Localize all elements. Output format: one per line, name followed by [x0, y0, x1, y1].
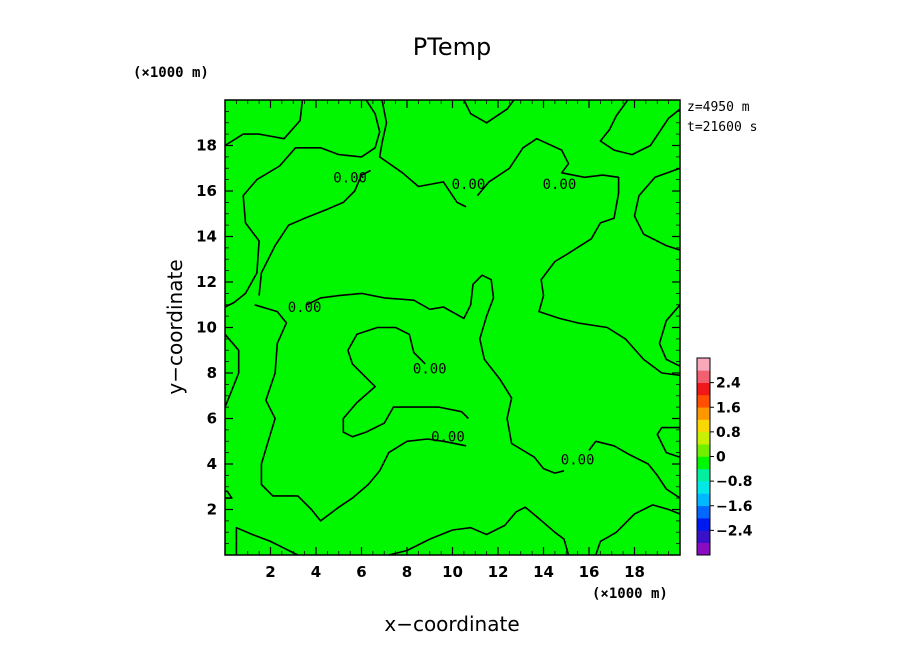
- x-axis-label: x−coordinate: [384, 612, 519, 636]
- contour-label-6: 0.00: [561, 452, 595, 468]
- y-unit-label: (×1000 m): [133, 65, 209, 81]
- contour-line-1: [224, 99, 381, 308]
- colorbar-segment: [697, 370, 710, 383]
- colorbar-segment: [697, 419, 710, 433]
- colorbar-tick-group: 2.4 1.6 0.8 0 −0.8 −1.6 −2.4: [710, 376, 753, 539]
- x-tick-label: 2: [265, 563, 275, 581]
- colorbar-segment: [697, 468, 710, 482]
- y-tick-label: 10: [196, 319, 217, 337]
- y-tick-label: 12: [196, 273, 217, 291]
- y-tick-label: 16: [196, 182, 217, 200]
- colorbar-tick-label: −0.8: [716, 474, 753, 490]
- contour-label-3: 0.00: [288, 300, 322, 316]
- colorbar-segment: [697, 444, 710, 457]
- contour-line-18: [342, 326, 469, 438]
- contour-line-11: [306, 274, 565, 474]
- contour-label-0: 0.00: [333, 170, 367, 186]
- y-tick-label: 8: [207, 364, 217, 382]
- contour-line-15: [235, 526, 299, 556]
- x-tick-label: 18: [624, 563, 645, 581]
- contour-label-2: 0.00: [543, 177, 577, 193]
- colorbar-segment: [697, 530, 710, 543]
- y-axis-ticks: 2 4 6 8 10 12 14 16 18: [196, 99, 680, 556]
- colorbar-segment: [697, 407, 710, 420]
- colorbar-segment: [697, 542, 710, 556]
- contour-line-9: [224, 333, 240, 408]
- x-tick-label: 10: [442, 563, 463, 581]
- contour-line-12: [588, 440, 681, 499]
- chart-title: PTemp: [413, 33, 491, 61]
- plot-area-fill: [225, 100, 680, 555]
- x-tick-label: 8: [402, 563, 412, 581]
- contour-line-5: [476, 137, 681, 377]
- contour-line-3: [378, 99, 467, 208]
- y-tick-label: 2: [207, 501, 217, 519]
- colorbar-segment: [697, 505, 710, 519]
- colorbar-tick-label: −1.6: [716, 499, 753, 515]
- colorbar-segment: [697, 493, 710, 507]
- colorbar-segment: [697, 394, 710, 408]
- z-level-info: z=4950 m: [687, 100, 750, 115]
- colorbar: [697, 358, 710, 556]
- time-info: t=21600 s: [687, 120, 757, 135]
- x-axis-ticks: 2 4 6 8 10 12 14 16 18: [224, 100, 681, 581]
- contour-line-0: [224, 99, 304, 147]
- contour-line-6: [599, 99, 681, 156]
- x-unit-label: (×1000 m): [592, 586, 668, 602]
- colorbar-segment: [697, 358, 710, 371]
- colorbar-segment: [697, 382, 710, 396]
- contour-line-16: [388, 506, 570, 556]
- contour-label-1: 0.00: [452, 177, 486, 193]
- colorbar-segment: [697, 481, 710, 494]
- y-axis-label: y−coordinate: [163, 259, 187, 394]
- y-tick-label: 18: [196, 137, 217, 155]
- colorbar-tick-label: 0: [716, 450, 726, 466]
- colorbar-tick-label: −2.4: [716, 523, 753, 539]
- y-tick-label: 4: [207, 455, 217, 473]
- contour-label-5: 0.00: [431, 430, 465, 446]
- contour-line-17: [595, 504, 681, 556]
- colorbar-tick-label: 2.4: [716, 376, 741, 392]
- contour-line-2: [258, 169, 371, 296]
- colorbar-segment: [697, 518, 710, 531]
- x-tick-label: 16: [579, 563, 600, 581]
- contour-line-8: [658, 304, 681, 367]
- y-tick-label: 6: [207, 410, 217, 428]
- x-tick-label: 12: [488, 563, 509, 581]
- contour-label-group: 0.00 0.00 0.00 0.00 0.00 0.00 0.00: [288, 170, 595, 468]
- contour-line-13: [656, 426, 681, 458]
- x-tick-label: 4: [311, 563, 321, 581]
- contour-line-10: [254, 304, 467, 522]
- contour-lines: [224, 99, 681, 556]
- y-tick-label: 14: [196, 228, 217, 246]
- contour-line-4: [463, 99, 515, 124]
- colorbar-segment: [697, 456, 710, 470]
- colorbar-tick-label: 1.6: [716, 400, 741, 416]
- x-tick-label: 6: [356, 563, 366, 581]
- contour-line-7: [633, 167, 681, 251]
- colorbar-segment: [697, 431, 710, 445]
- colorbar-tick-label: 0.8: [716, 425, 741, 441]
- x-tick-label: 14: [533, 563, 554, 581]
- contour-label-4: 0.00: [413, 361, 447, 377]
